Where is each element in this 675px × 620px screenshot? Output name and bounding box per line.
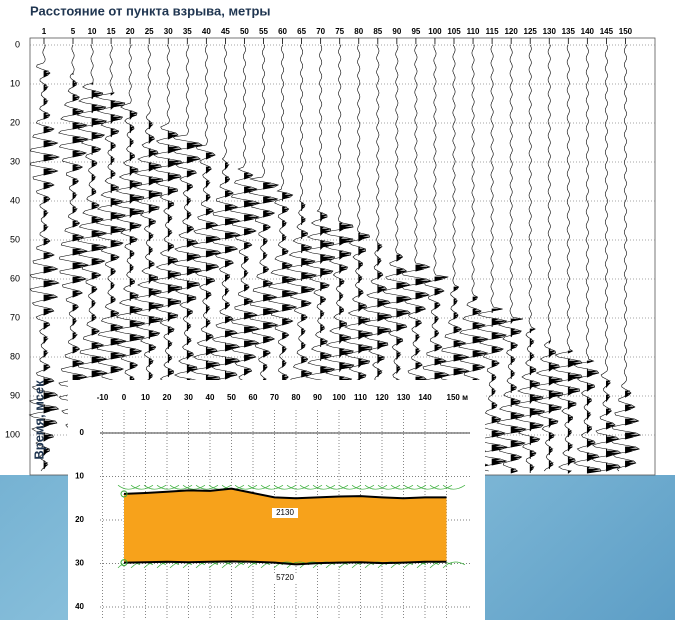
y-tick-label: 30 <box>10 156 20 166</box>
x-tick-label: 70 <box>270 393 279 402</box>
x-tick-label: 60 <box>278 27 287 36</box>
y-tick-label: 90 <box>10 390 20 400</box>
x-tick-label: 130 <box>543 27 557 36</box>
x-tick-label: 20 <box>126 27 135 36</box>
x-tick-label: 150 м <box>447 393 469 402</box>
x-tick-label: 0 <box>122 393 127 402</box>
y-tick-label: 70 <box>10 312 20 322</box>
x-tick-label: 60 <box>249 393 258 402</box>
x-tick-label: 110 <box>467 27 480 36</box>
y-tick-label: 40 <box>75 602 84 611</box>
x-tick-label: 35 <box>183 27 192 36</box>
x-tick-label: 45 <box>221 27 230 36</box>
x-tick-label: 120 <box>375 393 389 402</box>
x-tick-label: 50 <box>227 393 236 402</box>
seismogram-title: Расстояние от пункта взрыва, метры <box>30 3 271 18</box>
x-tick-label: 40 <box>202 27 211 36</box>
x-tick-label: 65 <box>297 27 306 36</box>
x-tick-label: 120 <box>504 27 518 36</box>
x-tick-label: 130 <box>397 393 411 402</box>
x-tick-label: 115 <box>486 27 499 36</box>
x-tick-label: 1 <box>42 27 47 36</box>
y-tick-label: 80 <box>10 351 20 361</box>
y-tick-label: 30 <box>75 559 84 568</box>
y-tick-label: 60 <box>10 273 20 283</box>
x-tick-label: 140 <box>418 393 432 402</box>
y-tick-label: 0 <box>15 39 20 49</box>
x-tick-label: 95 <box>411 27 420 36</box>
x-tick-label: 5 <box>71 27 76 36</box>
layer-fill <box>124 489 447 565</box>
x-tick-label: 20 <box>163 393 172 402</box>
y-tick-label: 40 <box>10 195 20 205</box>
y-tick-label: 10 <box>75 472 84 481</box>
y-tick-label: 20 <box>75 515 84 524</box>
x-tick-label: 70 <box>316 27 325 36</box>
y-axis-label: Время, мсек <box>31 380 46 460</box>
x-tick-label: 90 <box>392 27 401 36</box>
y-tick-label: 20 <box>10 117 20 127</box>
x-tick-label: 145 <box>600 27 614 36</box>
y-tick-label: 100 <box>5 429 20 439</box>
x-tick-label: 85 <box>373 27 382 36</box>
x-tick-label: 40 <box>206 393 215 402</box>
velocity-label: 2130 <box>276 508 294 517</box>
page: Расстояние от пункта взрыва, метры 01020… <box>0 0 675 620</box>
x-tick-label: 55 <box>259 27 268 36</box>
x-tick-label: 90 <box>313 393 322 402</box>
y-tick-label: 0 <box>80 428 85 437</box>
x-tick-label: 75 <box>335 27 344 36</box>
velocity-label: 5720 <box>276 573 294 582</box>
x-tick-label: 15 <box>107 27 116 36</box>
x-tick-label: 80 <box>354 27 363 36</box>
y-tick-label: 50 <box>10 234 20 244</box>
x-tick-label: 110 <box>354 393 367 402</box>
x-tick-label: 140 <box>581 27 595 36</box>
x-tick-label: 30 <box>164 27 173 36</box>
x-tick-label: 30 <box>184 393 193 402</box>
x-tick-label: 100 <box>332 393 346 402</box>
x-tick-label: 105 <box>447 27 461 36</box>
y-tick-label: 10 <box>10 78 20 88</box>
x-tick-label: 80 <box>292 393 301 402</box>
x-tick-label: 135 <box>562 27 576 36</box>
x-tick-label: 50 <box>240 27 249 36</box>
x-tick-label: 150 <box>619 27 633 36</box>
x-tick-label: 25 <box>145 27 154 36</box>
x-tick-label: 100 <box>428 27 442 36</box>
x-tick-label: 10 <box>141 393 150 402</box>
x-tick-label: 10 <box>88 27 97 36</box>
figure: Расстояние от пункта взрыва, метры 01020… <box>0 0 675 620</box>
x-tick-label: -10 <box>97 393 109 402</box>
x-tick-label: 125 <box>524 27 538 36</box>
